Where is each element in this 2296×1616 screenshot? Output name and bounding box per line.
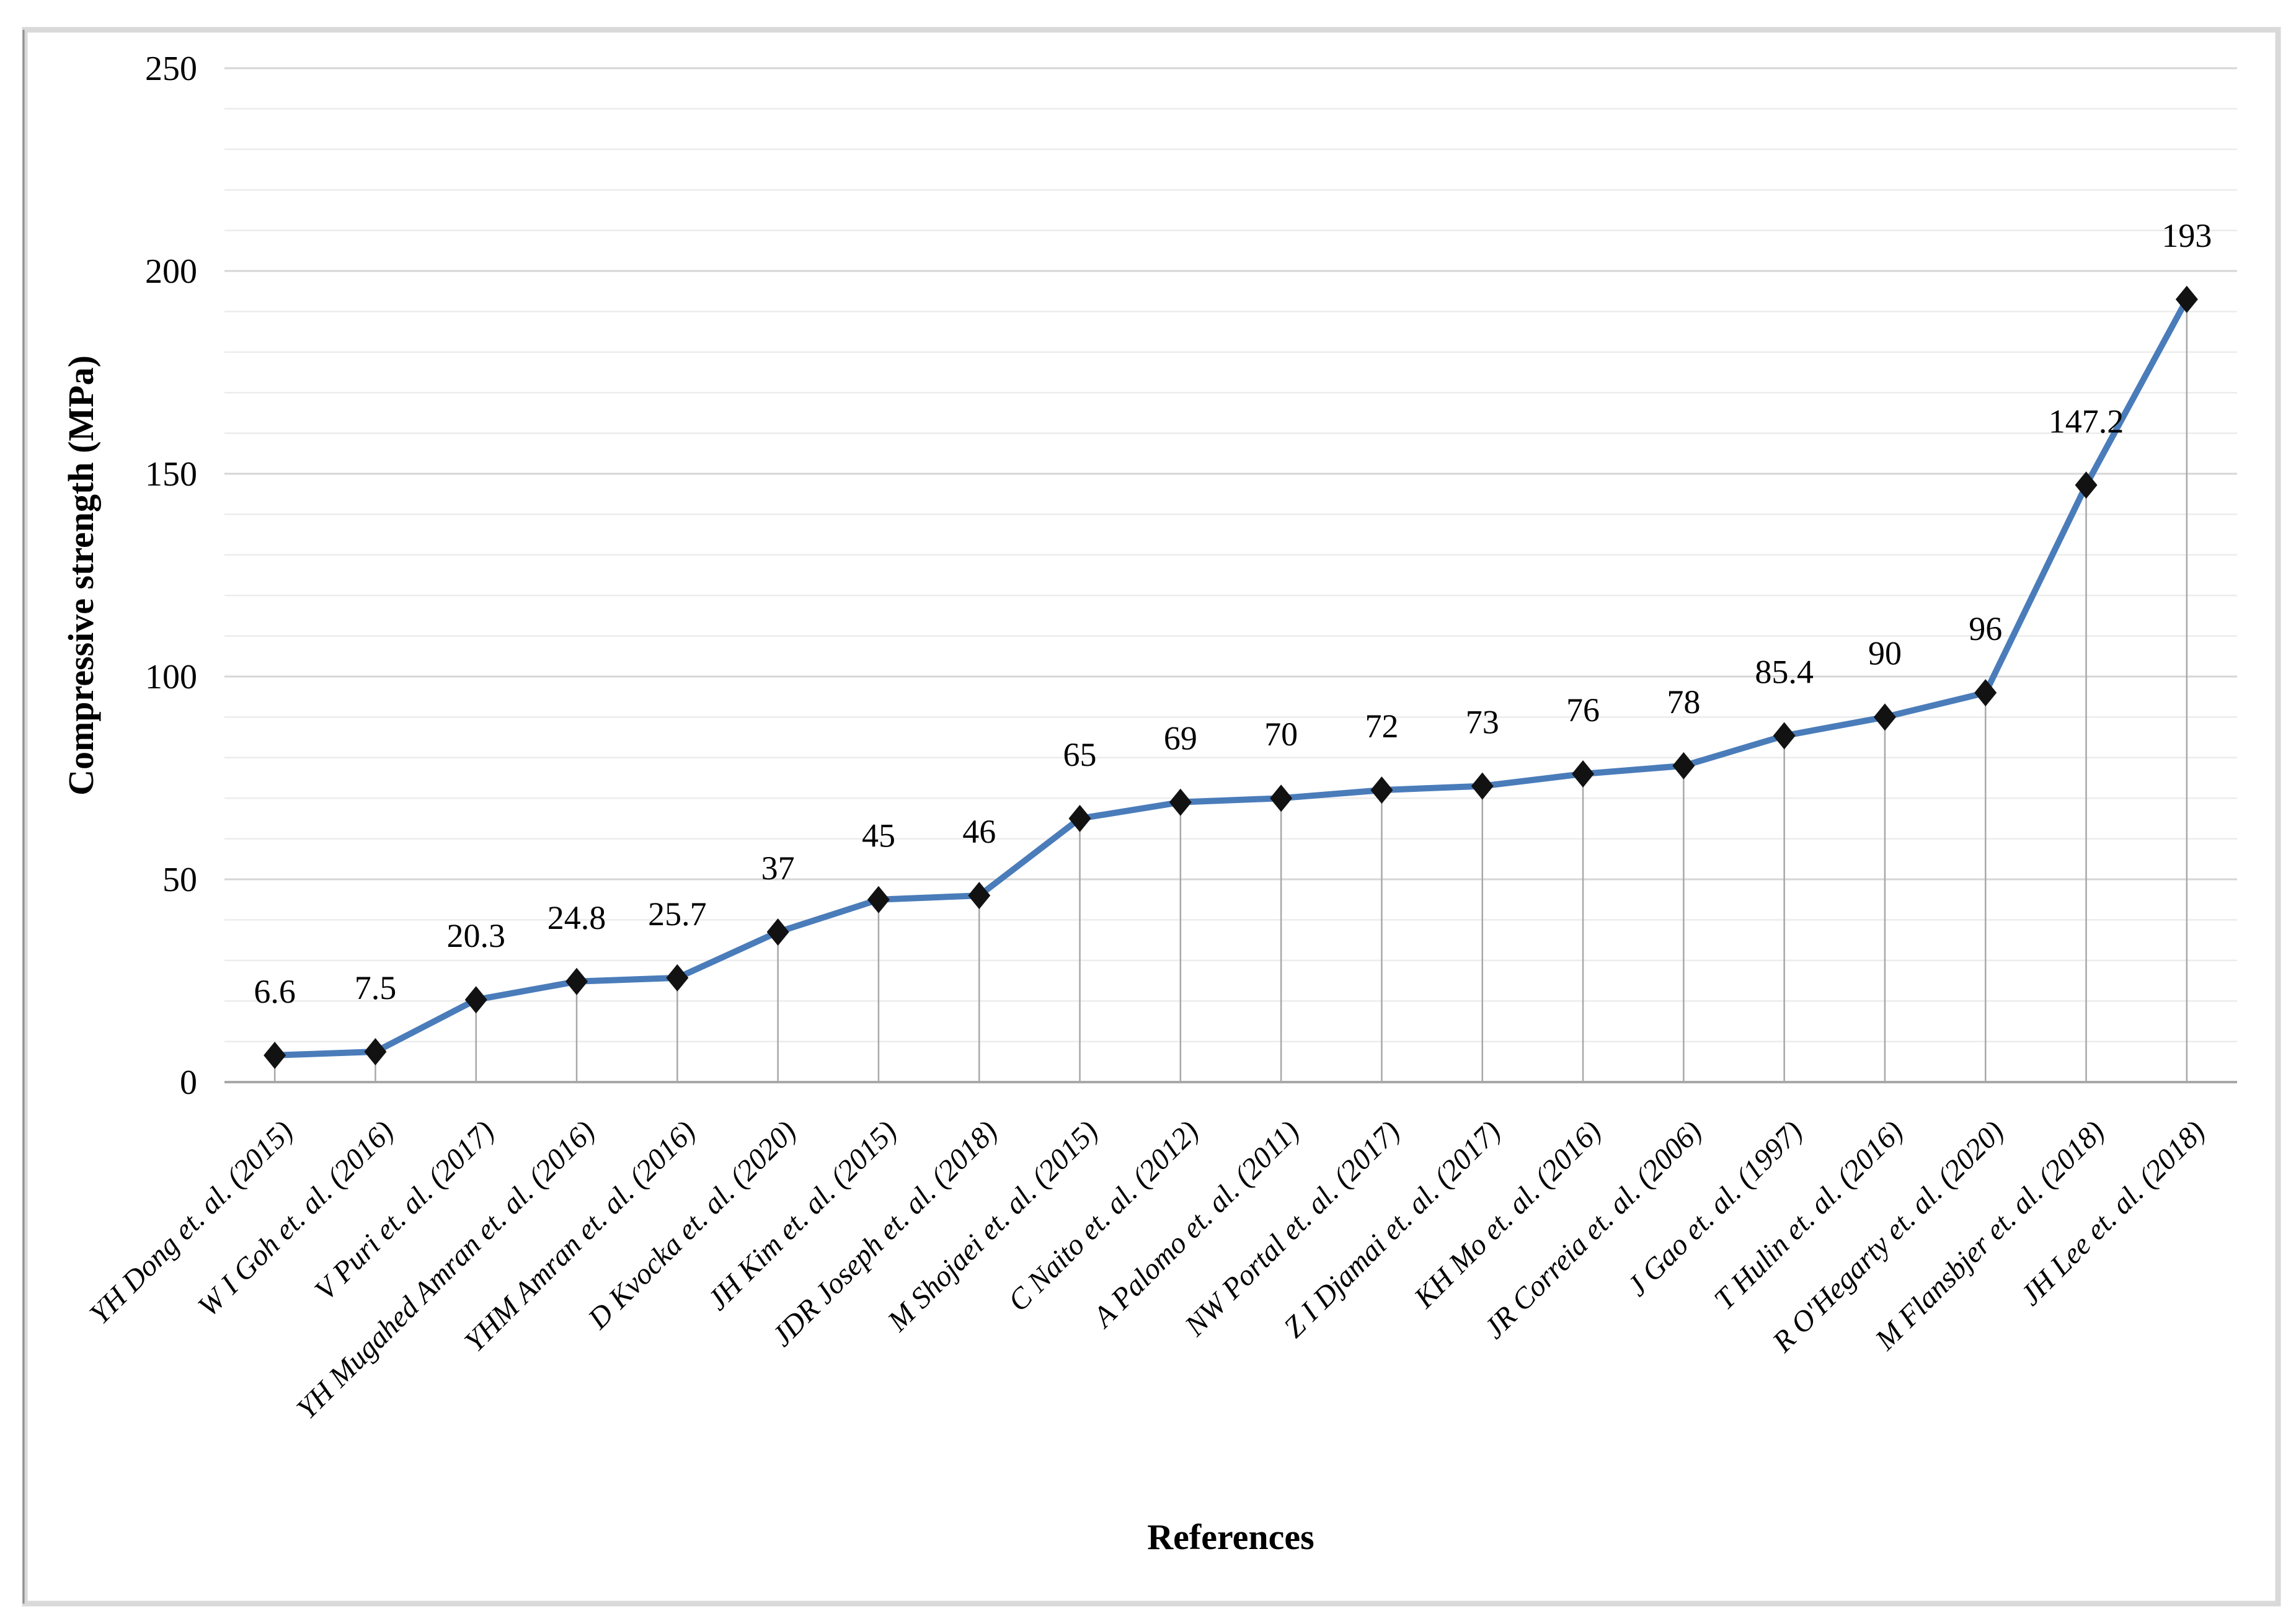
- data-label: 24.8: [547, 899, 606, 936]
- data-label: 45: [862, 817, 895, 855]
- data-label: 78: [1667, 683, 1700, 721]
- y-tick-label: 250: [145, 50, 197, 88]
- data-label: 76: [1566, 691, 1600, 729]
- diamond-marker: [1672, 752, 1695, 779]
- y-axis-tick-labels: 0 50 100 150 200 250: [145, 50, 197, 1102]
- data-label: 73: [1466, 704, 1499, 741]
- category-label: T Hulin et. al. (2016): [1708, 1114, 1909, 1316]
- category-label: W I Goh et. al. (2016): [192, 1114, 400, 1323]
- y-tick-label: 50: [162, 861, 197, 899]
- y-tick-label: 200: [145, 252, 197, 291]
- data-label: 37: [761, 850, 795, 887]
- diamond-marker: [1471, 772, 1494, 800]
- series-line: [272, 296, 2190, 1059]
- diamond-marker: [1169, 788, 1192, 816]
- figure-border: [22, 27, 2281, 1607]
- data-label: 70: [1264, 716, 1298, 753]
- data-label: 90: [1868, 634, 1902, 672]
- diamond-marker: [464, 986, 487, 1014]
- data-label: 69: [1164, 720, 1197, 757]
- diamond-marker: [1974, 679, 1997, 707]
- diamond-marker: [1270, 784, 1293, 812]
- diamond-marker: [968, 882, 991, 910]
- diamond-marker: [565, 967, 588, 995]
- data-labels: 6.6 7.5 20.3 24.8 25.7 37 45 46 65 69 70 72 73 76 78 85…: [254, 217, 2212, 1010]
- diamond-marker: [867, 886, 890, 913]
- data-label: 6.6: [254, 973, 296, 1010]
- diamond-marker: [1370, 776, 1393, 804]
- diamond-marker: [666, 964, 689, 992]
- diamond-marker: [1873, 703, 1896, 731]
- category-label: JH Lee et. al. (2018): [2014, 1114, 2211, 1312]
- diamond-marker: [2075, 471, 2098, 499]
- diamond-marker: [364, 1037, 387, 1065]
- category-label: KH Mo et. al. (2016): [1407, 1114, 1608, 1315]
- gridlines: [224, 67, 2237, 1083]
- category-label: YH Dong et. al. (2015): [83, 1114, 299, 1331]
- data-label: 193: [2161, 217, 2212, 254]
- data-label: 72: [1365, 708, 1398, 745]
- diamond-marker: [1068, 804, 1091, 832]
- data-label: 7.5: [355, 969, 397, 1006]
- diamond-marker: [1572, 760, 1595, 788]
- diamond-marker: [264, 1041, 286, 1069]
- data-label: 147.2: [2049, 402, 2124, 440]
- x-axis-category-labels: YH Dong et. al. (2015)W I Goh et. al. (2…: [83, 1114, 2211, 1426]
- category-label: JH Kim et. al. (2015): [701, 1114, 903, 1316]
- data-label: 20.3: [447, 917, 506, 954]
- y-tick-label: 0: [180, 1063, 197, 1102]
- category-label: C Naito et. al. (2012): [1002, 1114, 1205, 1318]
- category-label: V Puri et. al. (2017): [308, 1114, 500, 1307]
- diamond-marker: [766, 918, 789, 946]
- y-tick-label: 100: [145, 658, 197, 696]
- y-tick-label: 150: [145, 455, 197, 494]
- data-label: 65: [1063, 736, 1097, 773]
- x-axis-title: References: [1147, 1517, 1314, 1557]
- data-label: 46: [962, 813, 996, 850]
- diamond-marker: [2175, 285, 2198, 313]
- drop-lines: [273, 299, 2188, 1082]
- data-label: 85.4: [1755, 653, 1814, 690]
- data-label: 96: [1969, 610, 2002, 647]
- category-label: J Gao et. al. (1997): [1621, 1114, 1809, 1302]
- data-label: 25.7: [648, 895, 707, 933]
- diamond-markers: [264, 285, 2198, 1069]
- diamond-marker: [1773, 722, 1796, 750]
- y-axis-title: Compressive strength (MPa): [61, 355, 101, 796]
